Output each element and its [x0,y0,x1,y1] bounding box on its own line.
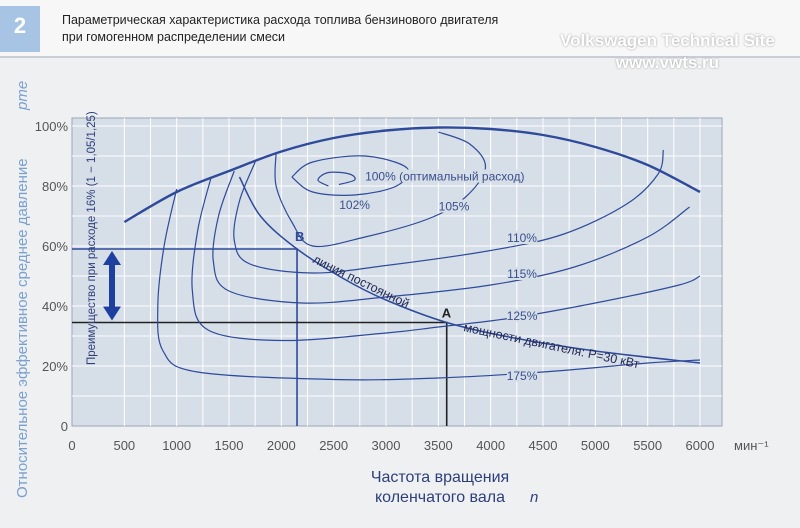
title-line-1: Параметрическая характеристика расхода т… [62,13,499,27]
x-unit-label: мин⁻¹ [734,438,769,453]
y-axis-symbol: pme [14,81,31,111]
y-tick-label: 100% [35,119,69,134]
y-tick-label: 80% [42,179,68,194]
contour-label: 115% [507,267,537,281]
contour-label: 102% [339,198,370,212]
x-tick-label: 5500 [633,438,662,453]
point-b-label: B [295,229,304,244]
contour-line [233,149,664,274]
contour-label-bg [506,267,538,280]
contour-label-bg [506,309,538,322]
contour-line [317,171,356,187]
y-tick-label: 0 [61,419,68,434]
watermark-line-2: www.vwts.ru [615,53,720,72]
full-load-curve [123,126,701,224]
advantage-label: Преимущество при расходе 16% (1 − 1,05/1… [86,111,98,365]
contour-line [274,131,487,248]
x-tick-label: 0 [68,438,75,453]
contour-line [191,176,701,342]
constant-power-line [238,176,701,364]
x-tick-label: 1000 [162,438,191,453]
plot-area [71,117,723,427]
x-tick-label: 5000 [581,438,610,453]
contour-label-bg [339,198,370,211]
x-tick-label: 2000 [267,438,296,453]
x-tick-label: 4000 [476,438,505,453]
y-axis-label: Относительное эффективное среднее давлен… [14,158,31,498]
contour-line [212,170,690,304]
contour-label: 105% [439,200,470,214]
figure-title: Параметрическая характеристика расхода т… [62,12,498,46]
x-tick-label: 1500 [215,438,244,453]
watermark-line-1: Volkswagen Technical Site [560,31,775,50]
contour-line [157,188,701,381]
y-tick-label: 20% [42,359,68,374]
x-axis-label-line1: Частота вращения [371,469,509,486]
x-tick-label: 4500 [529,438,558,453]
figure-header: 2 Параметрическая характеристика расхода… [0,0,800,72]
contour-label: 110% [507,231,537,245]
contour-label-bg [363,169,533,183]
x-axis-label-line2: коленчатого вала [375,489,505,506]
figure-number: 2 [0,6,40,52]
contour-label: 175% [507,369,538,383]
x-tick-label: 6000 [686,438,715,453]
contour-label-bg [438,199,470,213]
contour-label-bg [506,231,538,244]
x-tick-label: 2500 [319,438,348,453]
x-tick-label: 3500 [424,438,453,453]
x-tick-label: 3000 [372,438,401,453]
point-a-label: A [442,306,452,321]
contour-label: 100% (оптимальный расход) [365,170,524,184]
x-tick-label: 500 [113,438,135,453]
advantage-arrow-down-icon [103,306,121,321]
contour-label-bg [506,369,538,382]
y-tick-label: 40% [42,299,68,314]
advantage-arrow-up-icon [103,251,121,265]
x-axis-symbol: n [530,489,538,506]
contour-label: 125% [507,309,538,323]
title-line-2: при гомогенном распределении смеси [62,30,286,44]
watermark: Volkswagen Technical Site www.vwts.ru [560,30,775,74]
y-tick-label: 60% [42,239,68,254]
